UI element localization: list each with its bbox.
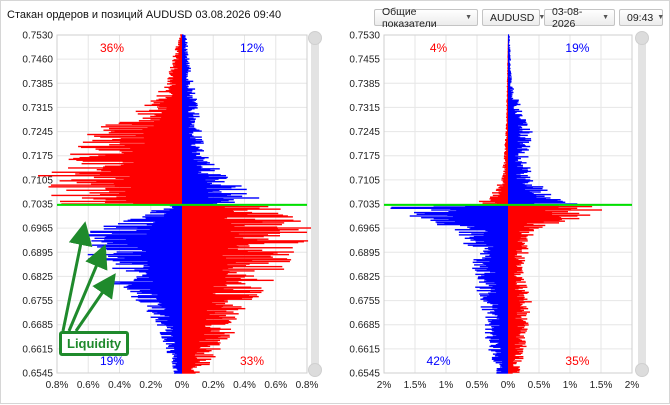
arrow-icon <box>63 233 83 331</box>
arrow-icon <box>76 283 109 331</box>
